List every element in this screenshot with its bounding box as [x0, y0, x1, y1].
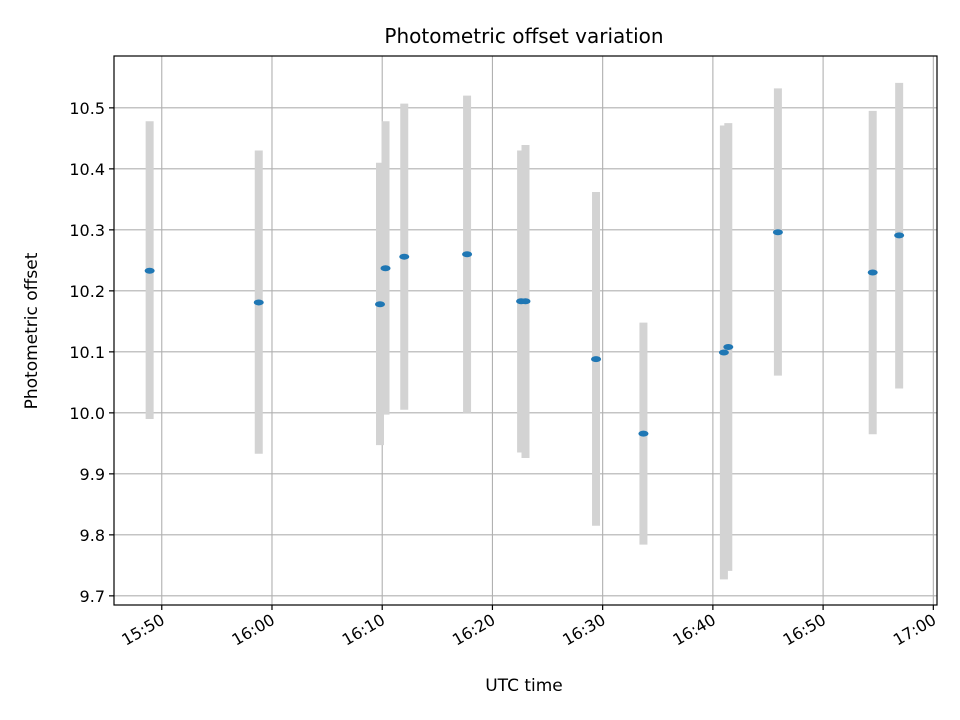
data-point: [375, 301, 386, 308]
data-point: [399, 253, 410, 260]
data-point: [638, 430, 649, 437]
data-point: [772, 229, 783, 236]
y-tick-label: 10.1: [69, 343, 105, 362]
data-point: [894, 232, 905, 239]
data-point: [380, 265, 391, 272]
data-point: [253, 299, 264, 306]
data-point: [520, 298, 531, 305]
data-point: [144, 267, 155, 274]
y-axis: 9.7 9.8 9.9 10.0 10.1 10.2 10.3 10.4 10.5: [69, 99, 114, 606]
chart-title: Photometric offset variation: [384, 24, 663, 48]
y-tick-label: 9.9: [80, 465, 105, 484]
y-tick-label: 10.5: [69, 99, 105, 118]
y-tick-label: 10.3: [69, 221, 105, 240]
data-point: [462, 251, 473, 258]
data-point: [718, 349, 729, 356]
y-tick-label: 9.7: [80, 587, 105, 606]
data-point: [723, 343, 734, 350]
y-axis-label: Photometric offset: [22, 252, 42, 409]
y-tick-label: 10.0: [69, 404, 105, 423]
data-points: [144, 229, 905, 437]
x-axis-label: UTC time: [485, 676, 563, 696]
data-point: [867, 269, 878, 276]
y-tick-label: 10.4: [69, 160, 105, 179]
y-tick-label: 9.8: [80, 526, 105, 545]
plot-area-frame: [113, 55, 938, 606]
y-tick-label: 10.2: [69, 282, 105, 301]
data-point: [591, 356, 602, 363]
